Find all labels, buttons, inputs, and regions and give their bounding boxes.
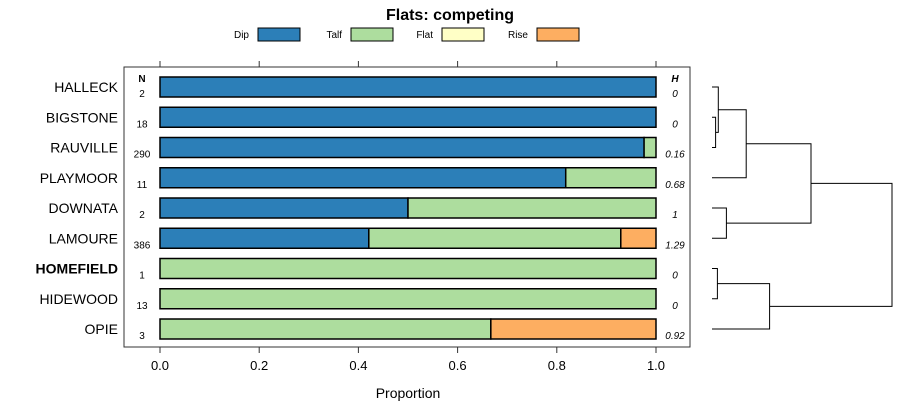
dendrogram-branch <box>712 268 718 300</box>
n-value: 2 <box>139 89 145 100</box>
n-value: 18 <box>136 119 148 130</box>
bar-segment-dip <box>159 197 409 219</box>
category-label: DOWNATA <box>49 200 119 216</box>
legend-label-talf: Talf <box>326 30 342 41</box>
n-value: 2 <box>139 210 145 221</box>
dendrogram-branch <box>712 283 771 330</box>
h-value: 0 <box>672 301 678 312</box>
n-value: 11 <box>137 180 148 191</box>
h-value: 0.92 <box>665 331 685 342</box>
category-label: RAUVILLE <box>50 140 118 156</box>
legend-swatch-flat <box>441 27 485 42</box>
bar-segment-dip <box>159 167 567 189</box>
x-tick-label: 0.8 <box>548 358 566 373</box>
bar-segment-talf <box>407 197 657 219</box>
n-value: 386 <box>134 240 151 251</box>
bar-segment-talf <box>368 227 622 249</box>
bar-segment-talf <box>643 136 657 159</box>
plot-frame <box>123 66 691 348</box>
h-value: 1.29 <box>665 240 685 251</box>
legend-label-dip: Dip <box>234 30 249 41</box>
h-value: 0 <box>672 271 678 282</box>
category-label: BIGSTONE <box>46 109 118 125</box>
bar-segment-talf <box>159 318 492 340</box>
dendrogram-branch <box>712 116 717 148</box>
legend-label-flat: Flat <box>416 30 433 41</box>
dendrogram-branch <box>726 143 812 224</box>
axes: 0.0 0.2 0.4 0.6 0.8 1.0 <box>151 61 665 373</box>
x-tick-label: 0.2 <box>250 358 268 373</box>
dendrogram-branch <box>712 109 747 179</box>
h-value: 0.68 <box>665 180 685 191</box>
h-header: H <box>671 74 679 85</box>
n-value: 1 <box>139 271 145 282</box>
bar-segment-dip <box>159 227 370 249</box>
category-label: PLAYMOOR <box>40 170 118 186</box>
category-label: HIDEWOOD <box>39 291 118 307</box>
bar-segment-rise <box>620 227 657 249</box>
x-axis-label: Proportion <box>376 385 441 401</box>
n-header: N <box>138 74 145 85</box>
n-value: 3 <box>139 331 145 342</box>
legend-swatch-talf <box>350 27 394 42</box>
h-value: 0 <box>672 119 678 130</box>
bar-segment-talf <box>159 288 657 310</box>
x-tick-label: 0.6 <box>449 358 467 373</box>
n-value: 290 <box>134 150 151 161</box>
legend: Dip Talf Flat Rise <box>234 27 580 42</box>
category-label: HALLECK <box>54 79 118 95</box>
x-tick-label: 1.0 <box>647 358 665 373</box>
category-label: LAMOURE <box>49 230 118 246</box>
bars: HALLECK 2 0 BIGSTONE 18 0 RAUVILLE 290 0.16 PLAYM… <box>36 76 685 342</box>
legend-swatch-rise <box>536 27 580 42</box>
x-tick-label: 0.4 <box>349 358 367 373</box>
dendrogram <box>712 86 893 330</box>
category-label: HOMEFIELD <box>36 261 118 277</box>
dendrogram-branch <box>769 182 893 307</box>
h-value: 0 <box>672 89 678 100</box>
bar-segment-talf <box>159 257 657 280</box>
bar-segment-dip <box>159 76 657 98</box>
bar-segment-talf <box>564 167 657 189</box>
bar-segment-dip <box>159 136 645 159</box>
h-value: 0.16 <box>665 150 685 161</box>
chart-title: Flats: competing <box>386 7 514 24</box>
h-value: 1 <box>672 210 678 221</box>
n-value: 13 <box>136 301 148 312</box>
x-tick-label: 0.0 <box>151 358 169 373</box>
dendrogram-branch <box>712 207 727 239</box>
legend-swatch-dip <box>257 27 301 42</box>
bar-segment-rise <box>490 318 657 340</box>
legend-label-rise: Rise <box>508 30 528 41</box>
bar-segment-dip <box>159 106 657 128</box>
category-label: OPIE <box>85 321 118 337</box>
